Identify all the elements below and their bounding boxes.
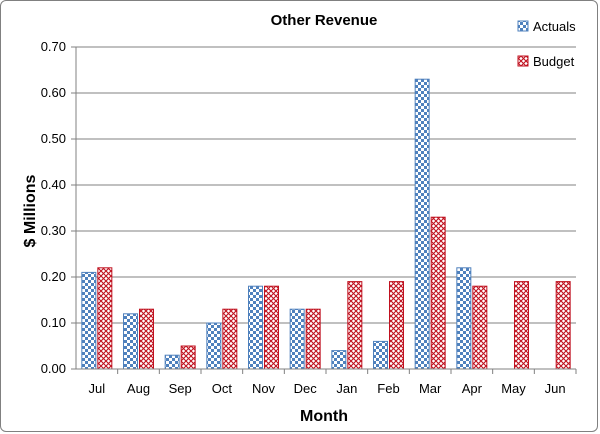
bar-actuals-dec [289, 308, 305, 370]
x-tick-label: Nov [252, 381, 276, 396]
legend-swatch-budget [517, 55, 529, 67]
bar-actuals-feb [373, 340, 388, 370]
x-tick-label: Feb [377, 381, 399, 396]
bar-budget-dec [305, 308, 321, 370]
x-tick-label: Mar [419, 381, 442, 396]
bars [81, 78, 571, 370]
y-tick-label: 0.40 [41, 177, 66, 192]
legend-swatch-actuals [517, 20, 529, 32]
bar-budget-aug [139, 308, 154, 370]
bar-budget-nov [264, 285, 279, 370]
x-tick-label: Apr [462, 381, 483, 396]
x-tick-label: Dec [294, 381, 318, 396]
legend: Actuals Budget [517, 19, 576, 69]
bar-budget-jul [97, 267, 113, 370]
bar-budget-may [514, 281, 529, 370]
x-axis-title: Month [300, 408, 348, 425]
bar-actuals-sep [164, 354, 180, 370]
bar-budget-oct [222, 308, 238, 370]
y-tick-label: 0.60 [41, 85, 66, 100]
bar-actuals-jan [331, 350, 347, 370]
x-tick-label: Oct [212, 381, 233, 396]
bar-actuals-mar [414, 78, 430, 370]
bar-actuals-oct [206, 322, 222, 370]
legend-label-actuals: Actuals [533, 19, 576, 34]
y-axis-title: $ Millions [22, 174, 39, 247]
y-tick-label: 0.30 [41, 223, 66, 238]
y-tick-labels: 0.00 0.10 0.20 0.30 0.40 0.50 0.60 0.70 [41, 39, 66, 376]
bar-budget-sep [180, 345, 196, 370]
x-tick-label: Jun [545, 381, 566, 396]
x-tick-label: Aug [127, 381, 150, 396]
y-tick-label: 0.20 [41, 269, 66, 284]
y-tick-label: 0.70 [41, 39, 66, 54]
bar-budget-jun [555, 281, 571, 370]
bar-budget-feb [389, 281, 404, 370]
y-tick-label: 0.10 [41, 315, 66, 330]
bar-actuals-aug [123, 313, 138, 370]
bar-actuals-jul [81, 271, 97, 370]
bar-budget-mar [430, 216, 446, 370]
x-tick-label: Sep [169, 381, 192, 396]
y-tick-label: 0.00 [41, 361, 66, 376]
x-tick-labels: Jul Aug Sep Oct Nov Dec Jan Feb Mar Apr May Jun [89, 381, 566, 396]
bar-budget-jan [347, 281, 363, 370]
y-tick-label: 0.50 [41, 131, 66, 146]
gridlines [71, 46, 576, 370]
x-tick-label: Jul [89, 381, 106, 396]
chart-title: Other Revenue [271, 12, 378, 29]
legend-label-budget: Budget [533, 54, 575, 69]
bar-actuals-nov [248, 285, 263, 370]
axes [75, 47, 577, 374]
x-tick-label: Jan [336, 381, 357, 396]
x-tick-label: May [501, 381, 526, 396]
bar-budget-apr [472, 285, 488, 370]
bar-actuals-apr [456, 267, 472, 370]
